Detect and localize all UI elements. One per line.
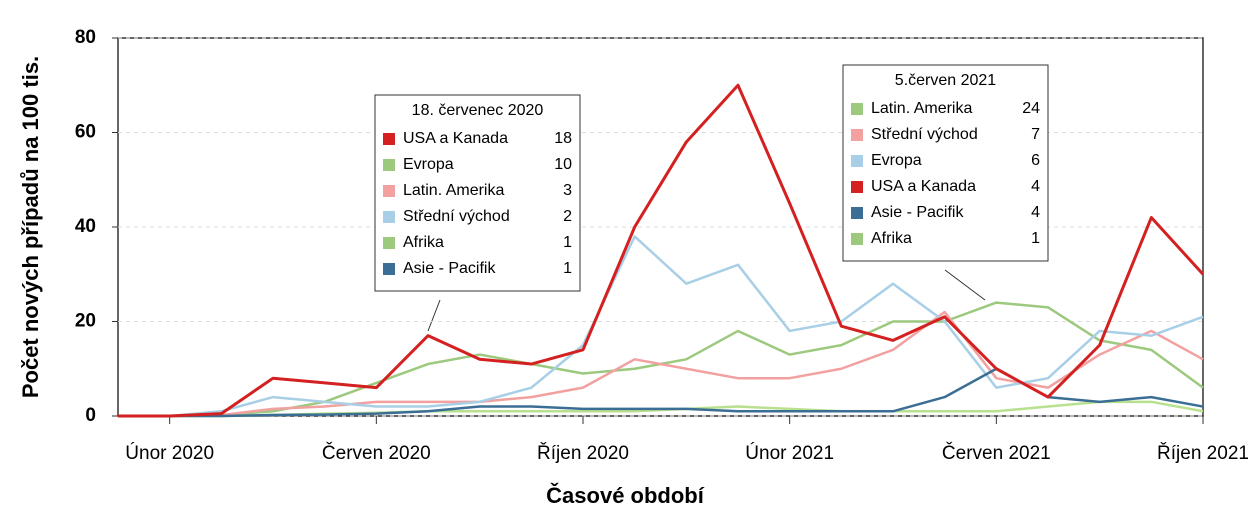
x-tick-label: Únor 2021: [745, 442, 834, 464]
annotation-name: Afrika: [871, 230, 912, 247]
annotation-name: Asie - Pacifik: [871, 204, 964, 221]
annotation-title: 5.červen 2021: [895, 72, 997, 89]
x-tick-label: Červen 2020: [322, 442, 431, 464]
annotation-value: 4: [1031, 204, 1040, 221]
annotation-title: 18. červenec 2020: [412, 102, 544, 119]
x-tick-label: Únor 2020: [125, 442, 214, 464]
annotation-swatch: [383, 211, 395, 223]
annotation-swatch: [851, 207, 863, 219]
annotation-swatch: [383, 185, 395, 197]
x-tick-label: Červen 2021: [942, 442, 1051, 464]
series-line: [118, 310, 1204, 418]
annotation-value: 1: [563, 234, 572, 251]
annotation-name: Latin. Amerika: [871, 100, 972, 117]
annotation-value: 18: [554, 130, 572, 147]
annotation-swatch: [383, 263, 395, 275]
annotation-value: 2: [563, 208, 572, 225]
series-line: [118, 235, 1204, 418]
annotation-name: Evropa: [871, 152, 922, 169]
y-tick-label: 0: [85, 405, 96, 426]
annotation-name: Asie - Pacifik: [403, 260, 496, 277]
annotation-value: 6: [1031, 152, 1040, 169]
annotation-name: Střední východ: [871, 126, 978, 143]
annotation-value: 3: [563, 182, 572, 199]
annotation-swatch: [383, 133, 395, 145]
leader-line: [944, 269, 986, 301]
annotation-name: USA a Kanada: [403, 130, 508, 147]
annotation-box: [842, 64, 1049, 262]
annotation-swatch: [851, 233, 863, 245]
annotation-swatch: [851, 129, 863, 141]
annotation-name: Afrika: [403, 234, 444, 251]
annotation-value: 1: [563, 260, 572, 277]
annotation-value: 10: [554, 156, 572, 173]
annotation-box: [374, 94, 581, 292]
x-axis-title: Časové období: [546, 483, 705, 508]
leader-line: [427, 299, 441, 332]
annotation-swatch: [851, 181, 863, 193]
annotation-swatch: [851, 103, 863, 115]
x-tick-label: Říjen 2021: [1157, 442, 1249, 464]
annotation-swatch: [383, 159, 395, 171]
annotation-value: 24: [1022, 100, 1040, 117]
x-tick-label: Říjen 2020: [537, 442, 629, 464]
y-tick-label: 80: [75, 27, 96, 48]
annotation-swatch: [851, 155, 863, 167]
annotation-value: 7: [1031, 126, 1040, 143]
annotation-name: Střední východ: [403, 208, 510, 225]
annotation-name: USA a Kanada: [871, 178, 976, 195]
y-axis-title: Počet nových případů na 100 tis.: [18, 56, 43, 398]
annotation-name: Evropa: [403, 156, 454, 173]
y-tick-label: 20: [75, 311, 96, 332]
y-tick-label: 60: [75, 122, 96, 143]
annotation-value: 4: [1031, 178, 1040, 195]
annotation-swatch: [383, 237, 395, 249]
annotation-name: Latin. Amerika: [403, 182, 504, 199]
y-tick-label: 40: [75, 216, 96, 237]
series-line: [118, 83, 1205, 418]
annotation-value: 1: [1031, 230, 1040, 247]
